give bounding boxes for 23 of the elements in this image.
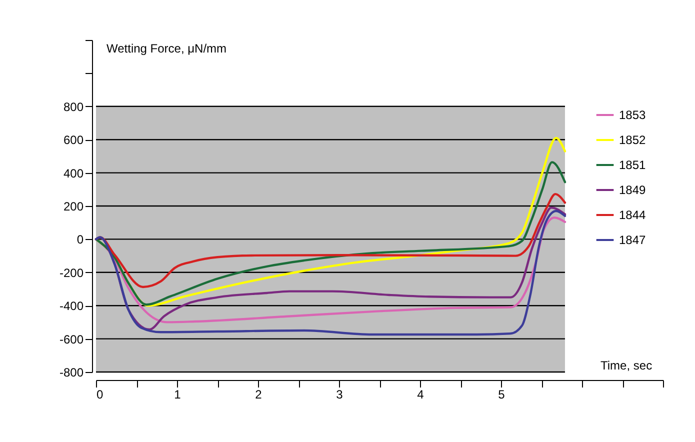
y-tick-label: 0 bbox=[76, 232, 84, 247]
y-axis-title: Wetting Force, μN/mm bbox=[106, 42, 227, 56]
y-tick-label: -600 bbox=[59, 332, 84, 346]
x-tick-label: 5 bbox=[498, 388, 506, 402]
y-tick-label: -800 bbox=[59, 366, 84, 380]
legend-label: 1851 bbox=[619, 158, 646, 172]
y-tick-label: 400 bbox=[63, 166, 84, 180]
x-tick-label: 1 bbox=[174, 388, 182, 402]
x-tick-label: 2 bbox=[255, 388, 262, 402]
x-tick-label: 3 bbox=[336, 388, 344, 402]
y-tick-label: 600 bbox=[63, 133, 84, 148]
x-tick-label: 4 bbox=[417, 388, 424, 402]
x-axis-title: Time, sec bbox=[600, 358, 652, 372]
legend-label: 1844 bbox=[619, 208, 646, 222]
legend-label: 1853 bbox=[619, 108, 646, 122]
legend-label: 1847 bbox=[619, 233, 646, 247]
legend-label: 1852 bbox=[619, 133, 646, 147]
y-tick-label: 800 bbox=[63, 100, 84, 114]
y-tick-label: -200 bbox=[59, 266, 84, 280]
y-tick-label: -400 bbox=[59, 299, 84, 314]
x-tick-label: 0 bbox=[96, 388, 104, 402]
legend-label: 1849 bbox=[619, 183, 646, 197]
y-tick-label: 200 bbox=[63, 200, 84, 214]
